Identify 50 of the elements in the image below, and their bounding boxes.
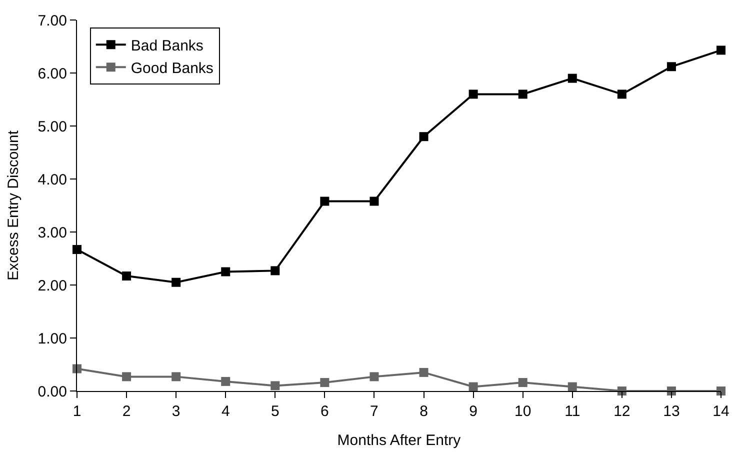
x-tick-label: 11: [564, 403, 580, 420]
y-tick-label: 5.00: [38, 118, 67, 136]
y-tick-label: 6.00: [38, 65, 67, 82]
x-tick-label: 6: [320, 403, 329, 420]
point: [716, 46, 726, 55]
point: [270, 266, 280, 276]
y-tick-label: 1.00: [38, 330, 67, 348]
point: [419, 132, 428, 142]
point: [122, 271, 132, 280]
x-axis-title: Months After Entry: [337, 432, 462, 449]
x-tick-label: 12: [614, 403, 630, 420]
x-tick-label: 1: [72, 403, 82, 420]
x-tick-label: 3: [172, 403, 180, 420]
point: [468, 382, 478, 392]
point: [518, 378, 528, 388]
y-tick-label: 2.00: [38, 277, 67, 294]
point: [617, 90, 626, 99]
x-tick-label: 5: [270, 403, 280, 420]
legend-label: Bad Banks: [130, 38, 204, 55]
point: [370, 196, 379, 206]
y-tick-label: 4.00: [38, 171, 67, 188]
point: [468, 90, 478, 99]
x-tick-label: 13: [663, 403, 680, 420]
x-tick-label: 8: [420, 403, 428, 420]
point: [221, 267, 230, 276]
point: [568, 74, 577, 83]
x-tick-label: 9: [469, 403, 478, 420]
point: [370, 372, 379, 382]
x-tick-label: 7: [370, 403, 378, 420]
x-tick-label: 10: [514, 403, 532, 420]
y-axis-title: Excess Entry Discount: [5, 130, 22, 281]
point: [568, 382, 577, 392]
point: [716, 386, 726, 396]
point: [320, 378, 330, 388]
point: [122, 372, 132, 382]
point: [419, 368, 428, 377]
y-tick-label: 0.00: [38, 383, 67, 400]
point: [270, 381, 280, 390]
point: [666, 62, 676, 72]
point: [518, 90, 528, 99]
point: [221, 376, 230, 386]
x-tick-label: 14: [712, 403, 730, 420]
point: [172, 372, 181, 382]
x-tick-label: 2: [122, 403, 131, 420]
point: [320, 196, 330, 206]
x-tick-label: 4: [221, 403, 230, 420]
y-tick-label: 7.00: [38, 12, 67, 30]
legend-label: Good Banks: [130, 60, 214, 78]
y-tick-label: 3.00: [38, 224, 67, 242]
point: [172, 278, 181, 287]
